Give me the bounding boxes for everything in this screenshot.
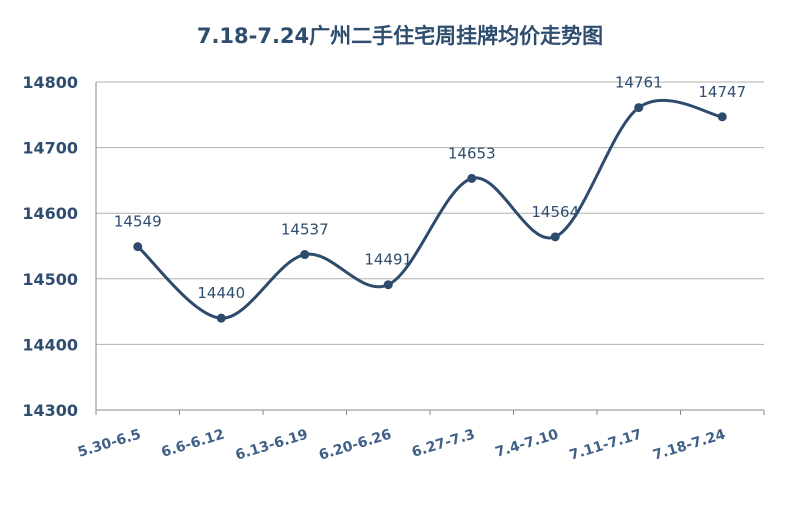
y-tick-label: 14600 (22, 204, 78, 223)
data-point (383, 280, 393, 290)
axes (95, 82, 765, 415)
y-tick-label: 14700 (22, 139, 78, 158)
data-labels: 14549 14440 14537 14491 14653 14564 14761 14747 (114, 74, 746, 303)
data-point (133, 242, 143, 252)
y-tick-label: 14400 (22, 335, 78, 354)
data-label: 14747 (698, 83, 746, 101)
x-tick-label: 6.20-6.26 (317, 427, 393, 464)
data-label: 14549 (114, 213, 162, 231)
x-tick-label: 6.6-6.12 (159, 427, 226, 461)
data-label: 14491 (364, 251, 412, 269)
x-tick-label: 7.4-7.10 (493, 426, 560, 460)
y-tick-label: 14800 (22, 73, 78, 92)
data-point (467, 173, 477, 183)
y-tick-labels: 14300 14400 14500 14600 14700 14800 (22, 73, 78, 420)
data-label: 14564 (531, 203, 579, 221)
data-label: 14653 (448, 144, 496, 162)
chart-title: 7.18-7.24广州二手住宅周挂牌均价走势图 (196, 24, 604, 48)
data-point (300, 250, 310, 260)
data-label: 14440 (197, 284, 245, 302)
data-point (216, 313, 226, 323)
x-tick-labels: 5.30-6.5 6.6-6.12 6.13-6.19 6.20-6.26 6.27-7… (76, 426, 728, 463)
y-tick-label: 14300 (22, 401, 78, 420)
data-label: 14537 (281, 221, 329, 239)
y-tick-label: 14500 (22, 270, 78, 289)
x-tick-label: 7.18-7.24 (651, 426, 728, 463)
x-tick-label: 6.13-6.19 (234, 427, 310, 464)
series-line (136, 98, 723, 320)
data-label: 14761 (615, 74, 663, 92)
data-point (550, 232, 560, 242)
data-points (133, 103, 727, 323)
data-point (717, 112, 727, 122)
grid-lines (96, 81, 764, 411)
data-point (634, 103, 644, 113)
x-tick-label: 6.27-7.3 (410, 427, 477, 461)
x-tick-label: 7.11-7.17 (568, 427, 644, 464)
x-tick-label: 5.30-6.5 (76, 427, 143, 461)
